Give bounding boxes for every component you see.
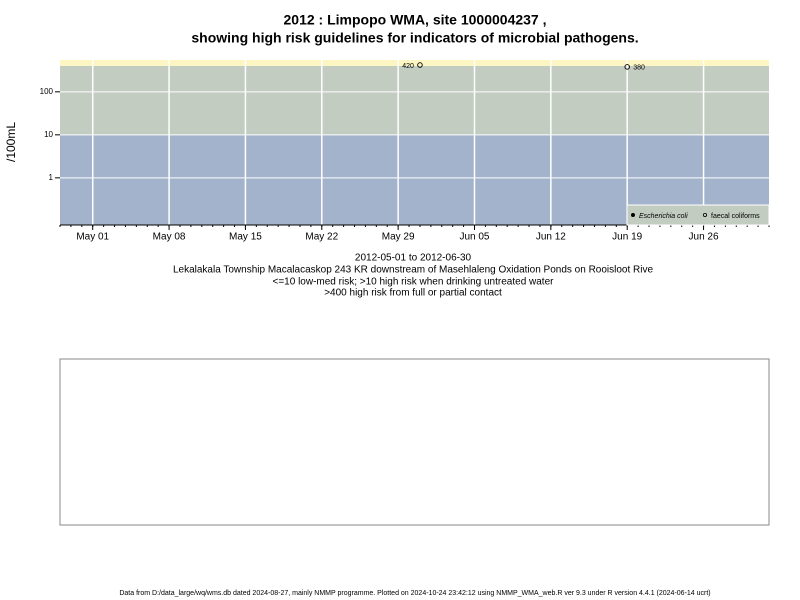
legend-label: Escherichia coli <box>639 213 688 220</box>
legend-box <box>626 204 770 226</box>
data-point <box>624 64 630 70</box>
note: 2012-05-01 to 2012-06-30 <box>355 253 472 264</box>
risk-band <box>60 60 769 66</box>
x-tick-label: May 29 <box>382 232 415 243</box>
y-tick-label: 10 <box>44 130 53 139</box>
x-tick-label: May 22 <box>305 232 338 243</box>
x-tick-label: May 08 <box>153 232 186 243</box>
x-tick-label: Jun 19 <box>612 232 642 243</box>
note: <=10 low-med risk; >10 high risk when dr… <box>273 277 555 288</box>
note: >400 high risk from full or partial cont… <box>324 288 502 299</box>
y-tick-label: 1 <box>49 173 54 182</box>
x-tick-label: Jun 12 <box>536 232 566 243</box>
data-point <box>417 62 423 68</box>
data-label: 420 <box>402 63 414 70</box>
note: Lekalakala Township Macalacaskop 243 KR … <box>173 265 654 276</box>
legend-label: faecal coliforms <box>711 213 760 220</box>
x-tick-label: May 01 <box>76 232 109 243</box>
chart-title: 2012 : Limpopo WMA, site 1000004237 , <box>284 12 547 28</box>
x-tick-label: Jun 05 <box>459 232 489 243</box>
x-tick-label: Jun 26 <box>689 232 719 243</box>
footer: Data from D:/data_large/wq/wms.db dated … <box>119 590 710 597</box>
legend-marker <box>703 212 708 217</box>
data-label: 380 <box>633 65 645 72</box>
y-axis-label: /100mL <box>4 122 18 162</box>
empty-panel <box>59 358 770 526</box>
y-tick-label: 100 <box>40 87 54 96</box>
risk-band <box>60 65 769 135</box>
chart-title: showing high risk guidelines for indicat… <box>191 30 638 46</box>
x-tick-label: May 15 <box>229 232 262 243</box>
legend-marker <box>631 212 636 217</box>
